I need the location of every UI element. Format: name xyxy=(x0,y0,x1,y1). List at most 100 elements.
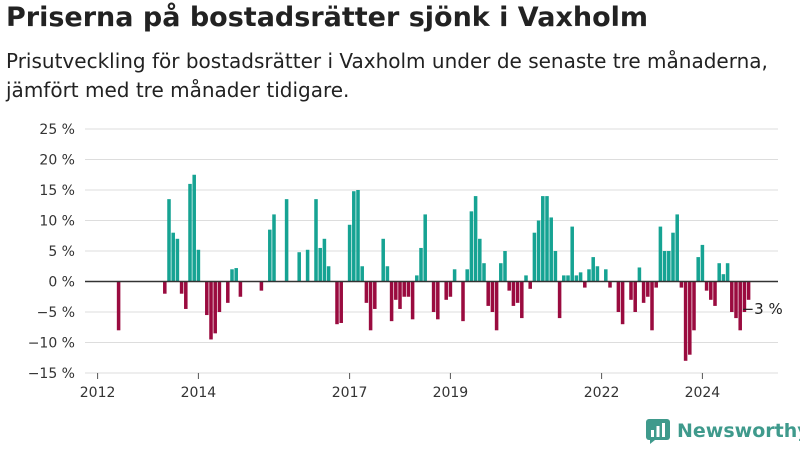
bar xyxy=(742,281,747,312)
bar xyxy=(688,281,692,355)
bar xyxy=(394,281,398,300)
bar xyxy=(641,281,646,303)
y-tick-label: 10 % xyxy=(39,214,75,230)
bar xyxy=(184,281,188,309)
gridlines xyxy=(85,128,778,374)
bar xyxy=(163,281,167,294)
bar xyxy=(545,196,549,282)
bar xyxy=(360,266,364,282)
bar xyxy=(368,281,373,331)
bar xyxy=(385,266,390,282)
bar xyxy=(478,238,482,282)
bar xyxy=(713,281,717,306)
bar xyxy=(557,281,562,319)
bar xyxy=(604,269,608,282)
bar xyxy=(646,281,650,297)
bar xyxy=(721,274,726,282)
bar xyxy=(398,281,402,309)
x-tick-label: 2017 xyxy=(332,385,368,401)
bar xyxy=(595,266,600,282)
bar xyxy=(410,281,415,320)
bar xyxy=(650,281,654,331)
bar xyxy=(356,190,360,282)
bar xyxy=(486,281,490,306)
bar xyxy=(675,214,679,282)
bar xyxy=(591,257,595,282)
y-tick-label: 20 % xyxy=(39,153,75,169)
bar xyxy=(679,281,684,288)
bar xyxy=(541,196,545,282)
bar xyxy=(259,281,264,291)
bar xyxy=(578,272,583,282)
bar xyxy=(448,281,453,297)
bar xyxy=(570,226,574,282)
bar xyxy=(305,249,310,282)
x-tick-label: 2019 xyxy=(433,385,469,401)
bar xyxy=(205,281,209,316)
bar xyxy=(373,281,377,309)
bar xyxy=(318,247,322,282)
bar xyxy=(482,263,486,282)
chart-subtitle: Prisutveckling för bostadsrätter i Vaxho… xyxy=(6,49,768,102)
bar xyxy=(352,191,356,282)
bar xyxy=(717,263,721,282)
bar xyxy=(335,281,339,325)
bar xyxy=(381,238,385,282)
bar xyxy=(179,281,184,294)
bar xyxy=(209,281,213,340)
chart-title: Priserna på bostadsrätter sjönk i Vaxhol… xyxy=(6,2,649,33)
bar xyxy=(116,281,121,331)
bar xyxy=(217,281,222,312)
bar xyxy=(549,217,553,282)
bar xyxy=(574,275,579,282)
bar xyxy=(658,226,663,282)
bar xyxy=(587,269,591,282)
bar xyxy=(461,281,465,322)
bar xyxy=(364,281,369,303)
bar xyxy=(444,281,448,300)
bar xyxy=(268,229,272,282)
bar xyxy=(213,281,217,334)
bar xyxy=(188,183,192,282)
bar xyxy=(667,251,671,282)
bar xyxy=(465,269,469,282)
bar xyxy=(683,281,688,361)
bar xyxy=(515,281,520,303)
bar xyxy=(452,269,457,282)
bar xyxy=(511,281,516,306)
bar xyxy=(524,275,528,282)
bar xyxy=(490,281,495,312)
bar xyxy=(230,269,234,282)
bar xyxy=(389,281,394,322)
bar xyxy=(725,263,730,282)
y-tick-label: −5 % xyxy=(37,305,75,321)
x-tick-label: 2014 xyxy=(181,385,217,401)
last-value-label: −3 % xyxy=(742,300,783,318)
bar xyxy=(419,247,423,282)
bars xyxy=(116,174,751,361)
bar xyxy=(436,281,440,320)
bar xyxy=(637,267,642,282)
bar xyxy=(671,232,675,282)
bar xyxy=(746,281,751,300)
bar xyxy=(616,281,621,312)
bar xyxy=(431,281,436,312)
brand-logo: Newsworthy xyxy=(645,418,800,444)
bar xyxy=(238,281,243,297)
bar xyxy=(709,281,713,300)
bar xyxy=(583,281,587,288)
bar xyxy=(738,281,742,331)
bar xyxy=(633,281,637,312)
y-axis-ticks: 25 % 20 % 15 % 10 % 5 % 0 % −5 % −10 % −15 % xyxy=(28,122,75,382)
x-tick-label: 2022 xyxy=(584,385,620,401)
bar xyxy=(415,275,419,282)
bar xyxy=(406,281,411,297)
bar xyxy=(175,238,180,282)
bar xyxy=(629,281,633,300)
bar xyxy=(692,281,696,331)
y-tick-label: 15 % xyxy=(39,183,75,199)
bar xyxy=(608,281,612,288)
bar xyxy=(226,281,230,303)
bar xyxy=(520,281,524,319)
y-tick-label: 0 % xyxy=(48,275,75,291)
